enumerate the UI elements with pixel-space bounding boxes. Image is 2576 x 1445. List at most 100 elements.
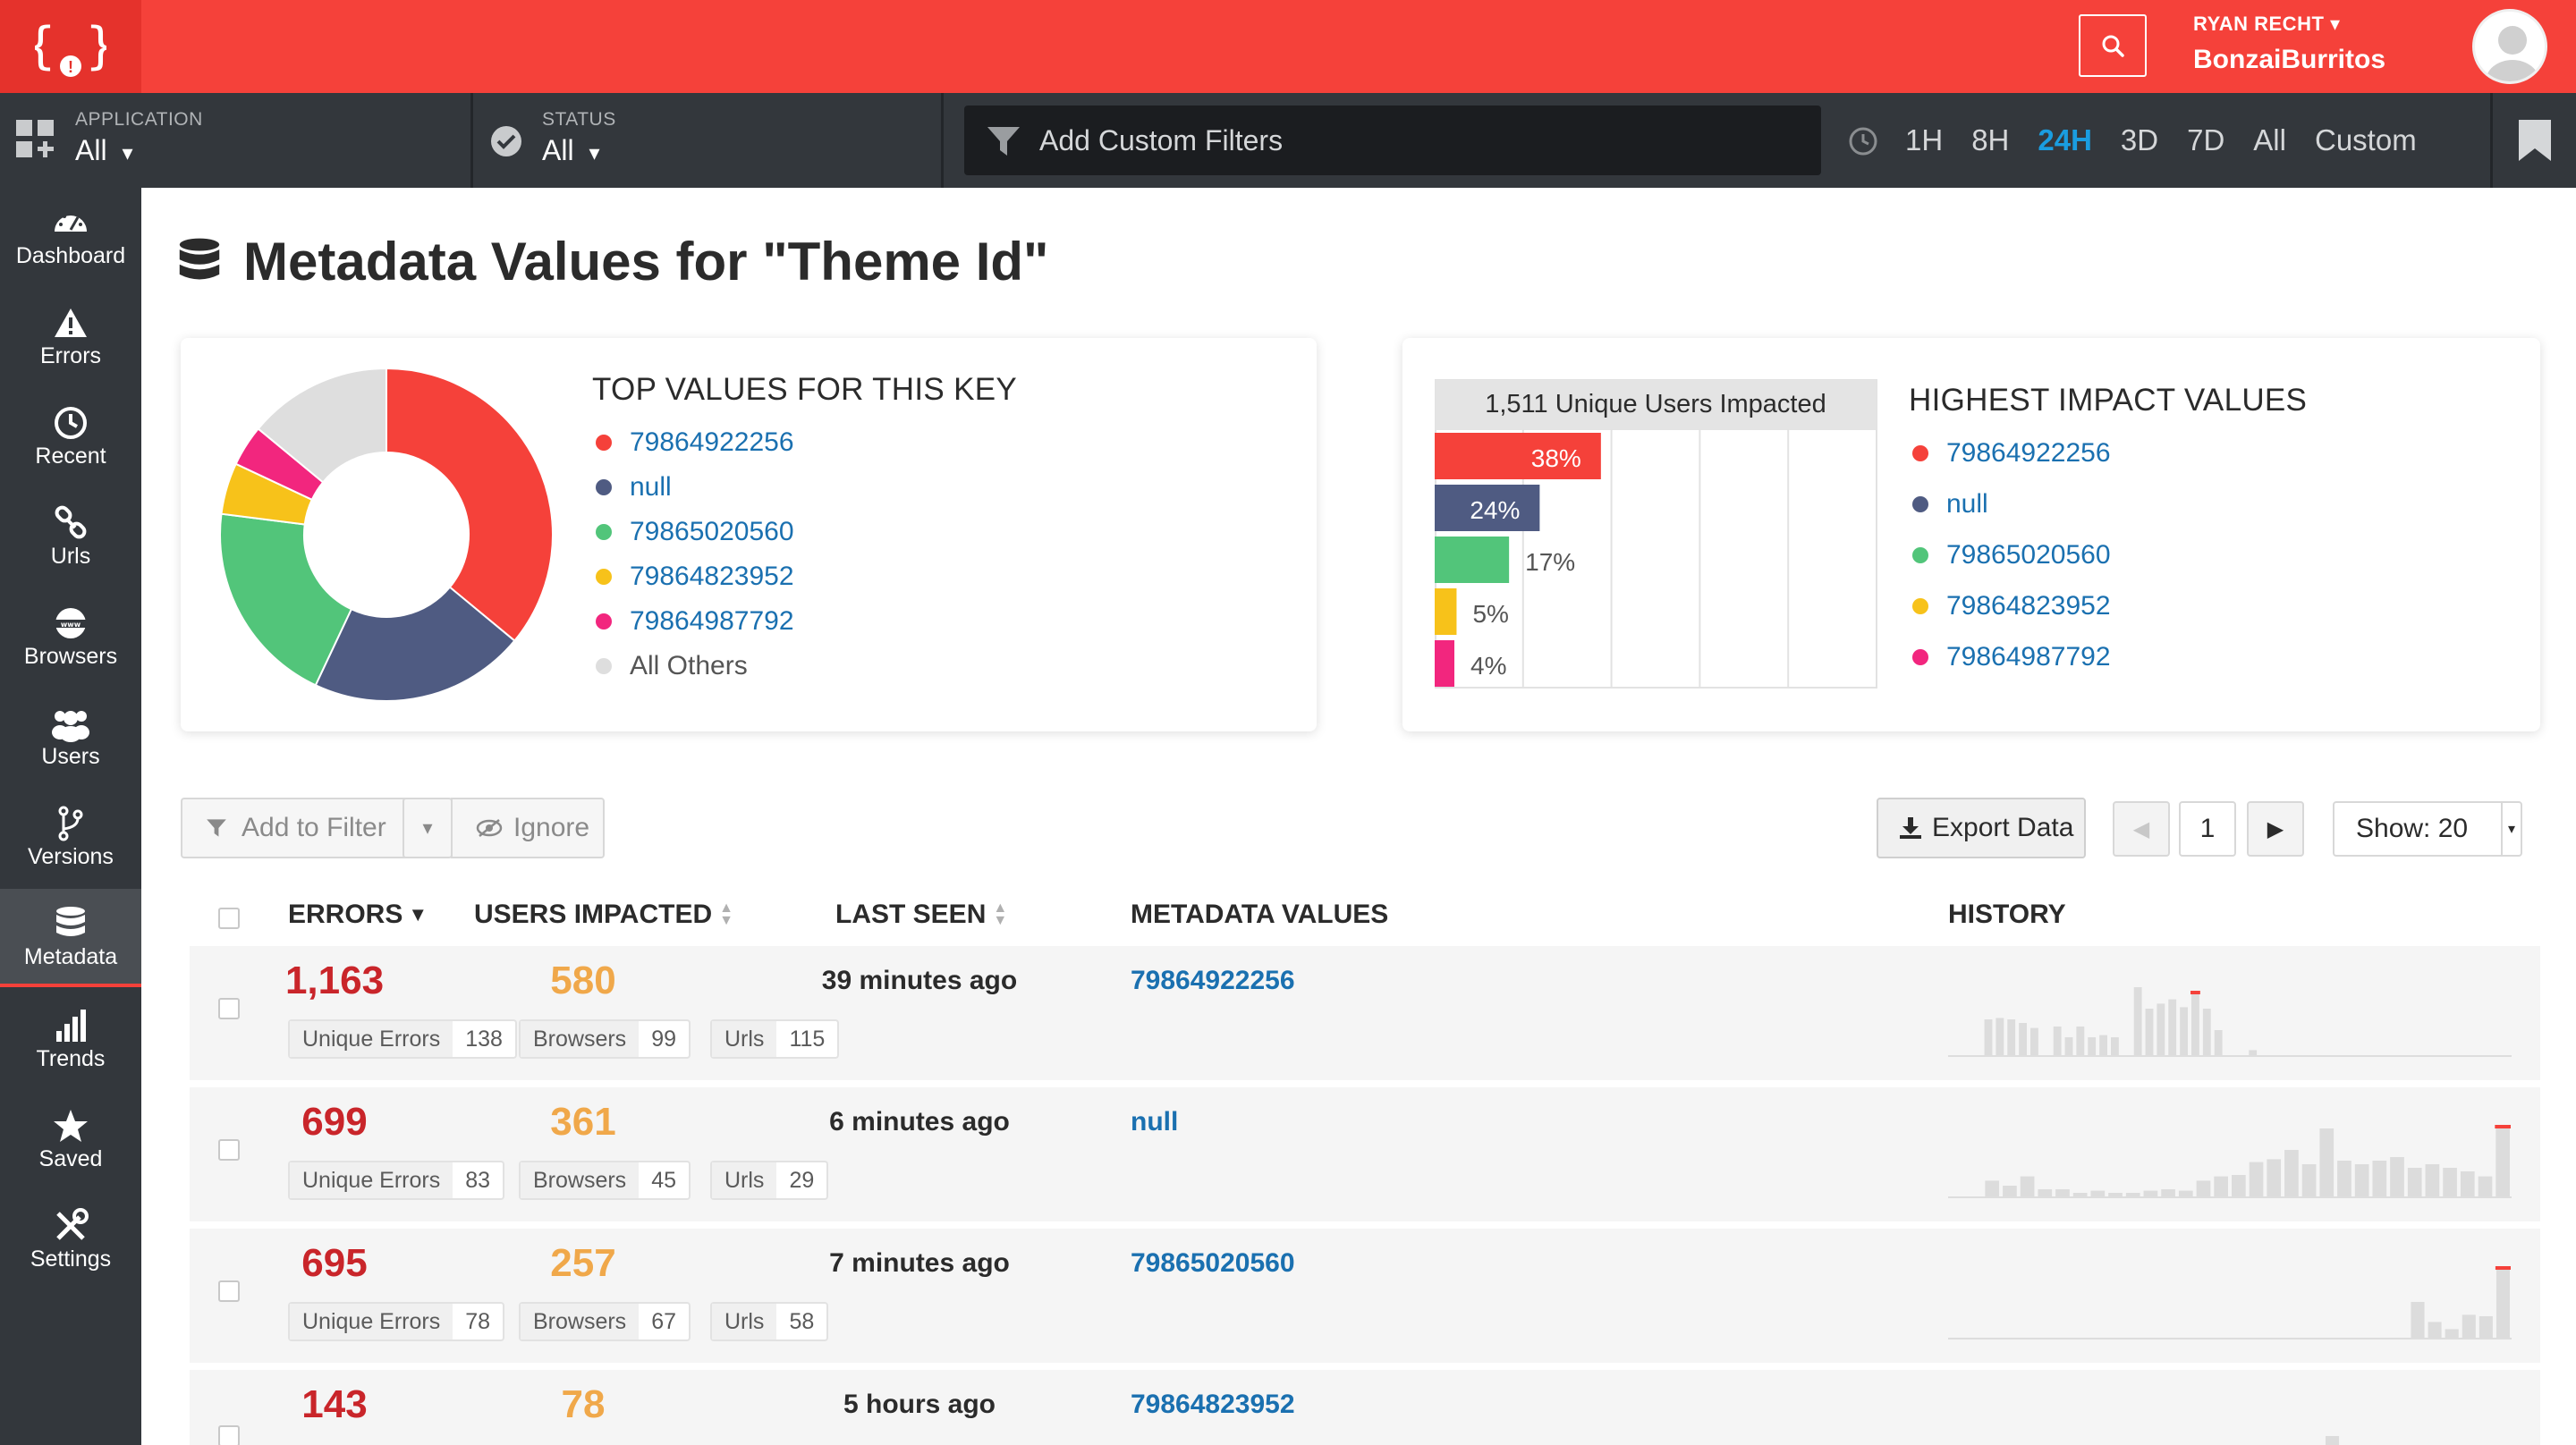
sidebar-item-users[interactable]: Users — [0, 689, 141, 787]
column-header-last-seen[interactable]: LAST SEEN ▲ ▼ — [835, 900, 1007, 930]
time-option-all[interactable]: All — [2253, 123, 2286, 156]
legend-item[interactable]: 79864823952 — [1912, 591, 2111, 621]
legend-item[interactable]: 79864823952 — [596, 562, 794, 592]
legend-link[interactable]: 79864823952 — [1946, 591, 2111, 621]
sparkline-bar — [2443, 1168, 2457, 1196]
prev-page-button[interactable]: ◀ — [2113, 801, 2170, 857]
sidebar-item-saved[interactable]: Saved — [0, 1091, 141, 1189]
metadata-value-link[interactable]: 79864823952 — [1131, 1390, 1295, 1419]
sidebar-item-metadata[interactable]: Metadata — [0, 889, 141, 987]
custom-filters-input[interactable]: Add Custom Filters — [964, 106, 1821, 175]
time-option-custom[interactable]: Custom — [2314, 123, 2417, 156]
table-row[interactable]: 699 361 6 minutes ago null Unique Errors… — [190, 1087, 2540, 1221]
legend-link[interactable]: 79864922256 — [1946, 438, 2111, 468]
app-logo[interactable]: { } ! — [0, 0, 141, 93]
user-menu[interactable]: RYAN RECHT ▾ BonzaiBurritos — [2193, 13, 2385, 75]
donut-slice[interactable] — [257, 367, 387, 484]
tag-label: Urls — [712, 1304, 777, 1339]
database-icon — [56, 907, 85, 936]
error-count[interactable]: 1,163 — [284, 959, 385, 1002]
sidebar-item-browsers[interactable]: www Browsers — [0, 588, 141, 687]
impact-bar[interactable] — [1435, 433, 1601, 479]
sparkline-bar — [2445, 1329, 2459, 1338]
legend-item[interactable]: null — [596, 472, 672, 503]
error-count[interactable]: 699 — [301, 1100, 368, 1144]
export-data-button[interactable]: Export Data — [1877, 798, 2086, 858]
metadata-value-link[interactable]: 79864922256 — [1131, 966, 1295, 995]
table-row[interactable]: 695 257 7 minutes ago 79865020560 Unique… — [190, 1229, 2540, 1363]
sparkline-bar — [2478, 1176, 2493, 1196]
impact-bar[interactable] — [1435, 640, 1454, 687]
legend-item[interactable]: 79864987792 — [596, 606, 794, 637]
time-option-1h[interactable]: 1H — [1905, 123, 1944, 156]
sidebar-item-settings[interactable]: Settings — [0, 1191, 141, 1289]
legend-link[interactable]: 79864987792 — [1946, 642, 2111, 672]
add-to-filter-dropdown[interactable]: ▾ — [402, 798, 453, 858]
sort-icon: ▲ ▼ — [719, 900, 733, 928]
donut-slice[interactable] — [314, 586, 516, 702]
sparkline-bar — [1985, 1180, 2000, 1196]
sidebar-item-errors[interactable]: Errors — [0, 288, 141, 386]
tag-value: 83 — [465, 1167, 491, 1193]
impact-bar[interactable] — [1435, 537, 1510, 583]
time-option-8h[interactable]: 8H — [1971, 123, 2010, 156]
metadata-value-link[interactable]: null — [1131, 1107, 1179, 1137]
legend-link[interactable]: 79864987792 — [630, 606, 794, 636]
row-checkbox[interactable] — [218, 1425, 240, 1445]
row-checkbox[interactable] — [218, 998, 240, 1019]
error-count[interactable]: 143 — [301, 1382, 368, 1426]
sparkline-bar — [2196, 1180, 2211, 1196]
legend-item[interactable]: 79864987792 — [1912, 642, 2111, 672]
legend-link[interactable]: null — [1946, 489, 1988, 519]
page-number[interactable]: 1 — [2179, 801, 2236, 857]
sparkline-bar — [2319, 1128, 2334, 1196]
legend-item[interactable]: 79865020560 — [596, 517, 794, 547]
column-header-errors[interactable]: ERRORS ▼ — [288, 900, 428, 930]
sidebar-item-urls[interactable]: Urls — [0, 488, 141, 587]
application-filter[interactable]: APPLICATION All ▾ — [75, 109, 203, 204]
legend-item[interactable]: 79865020560 — [1912, 540, 2111, 570]
table-row[interactable]: 143 78 5 hours ago 79864823952 — [190, 1370, 2540, 1445]
time-option-3d[interactable]: 3D — [2120, 123, 2159, 156]
sidebar-item-trends[interactable]: Trends — [0, 991, 141, 1089]
page-size-select[interactable]: Show: 20 ▾ — [2333, 801, 2522, 857]
impact-bar[interactable] — [1435, 588, 1457, 635]
metadata-value-link[interactable]: 79865020560 — [1131, 1248, 1295, 1278]
impact-bar[interactable] — [1435, 485, 1540, 531]
legend-item[interactable]: 79864922256 — [1912, 438, 2111, 469]
export-data-label: Export Data — [1932, 813, 2074, 842]
next-page-button[interactable]: ▶ — [2247, 801, 2304, 857]
legend-link[interactable]: 79865020560 — [630, 517, 794, 546]
page-title: Metadata Values for "Theme Id" — [177, 231, 1048, 292]
sparkline-bar — [1984, 1019, 1993, 1055]
row-checkbox[interactable] — [218, 1139, 240, 1161]
sidebar-item-recent[interactable]: Recent — [0, 388, 141, 486]
legend-dot — [1912, 598, 1928, 614]
legend-link[interactable]: 79864922256 — [630, 427, 794, 457]
add-to-filter-label: Add to Filter — [242, 813, 386, 842]
legend-link[interactable]: null — [630, 472, 672, 502]
legend-link[interactable]: 79864823952 — [630, 562, 794, 591]
legend-link[interactable]: 79865020560 — [1946, 540, 2111, 570]
time-option-24h[interactable]: 24H — [2038, 123, 2092, 156]
bookmark-button[interactable] — [2490, 93, 2576, 188]
time-option-7d[interactable]: 7D — [2187, 123, 2225, 156]
donut-slice[interactable] — [219, 512, 353, 687]
sidebar-item-dashboard[interactable]: Dashboard — [0, 188, 141, 286]
check-circle-icon — [491, 126, 521, 156]
select-all-checkbox[interactable] — [218, 908, 240, 929]
search-button[interactable] — [2079, 14, 2147, 77]
donut-slice[interactable] — [386, 367, 554, 642]
error-count[interactable]: 695 — [301, 1241, 368, 1285]
table-row[interactable]: 1,163 580 39 minutes ago 79864922256 Uni… — [190, 946, 2540, 1080]
status-filter[interactable]: STATUS All ▾ — [542, 109, 616, 204]
legend-item[interactable]: 79864922256 — [596, 427, 794, 458]
last-seen: 39 minutes ago — [821, 966, 1018, 995]
sidebar-item-label: Settings — [30, 1246, 112, 1272]
avatar[interactable] — [2472, 9, 2547, 84]
legend-item[interactable]: null — [1912, 489, 1988, 520]
column-header-users-impacted[interactable]: USERS IMPACTED ▲ ▼ — [474, 900, 733, 930]
row-checkbox[interactable] — [218, 1280, 240, 1302]
ignore-button[interactable]: Ignore — [451, 798, 605, 858]
sidebar-item-versions[interactable]: Versions — [0, 789, 141, 887]
